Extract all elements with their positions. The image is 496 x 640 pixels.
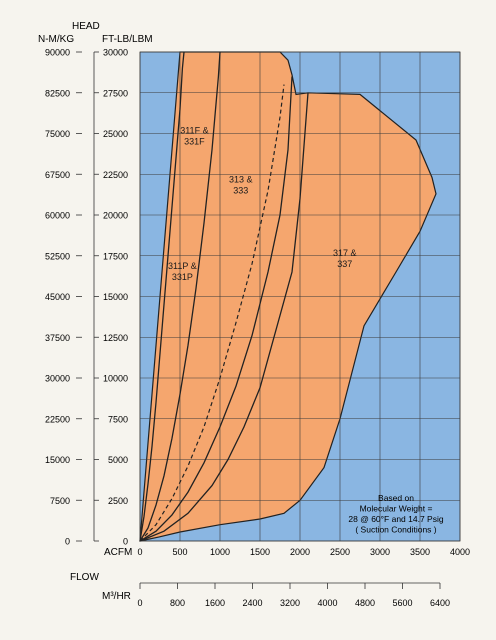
left-tick-label: 30000 [45,374,70,384]
right-tick-label: 5000 [108,455,128,465]
left-axis-unit: N-M/KG [38,34,74,45]
left-tick-label: 52500 [45,251,70,261]
region-labels: 311F & 331F 313 & 333 311P & 331P 317 & 337 [168,126,357,282]
secondary-tick-label: 3200 [280,598,300,608]
head-label: HEAD [72,21,100,32]
x-tick-label: 2000 [290,547,310,557]
left-axis: 0 7500 15000 22500 30000 37500 45000 52500 60000… [45,48,82,547]
flow-label: FLOW [70,572,99,583]
series-line-1 [139,51,221,542]
region-label-line: 333 [233,185,248,195]
secondary-x-axis: 0 800 1600 2400 3200 4000 4800 5600 6400 [137,582,450,608]
left-tick-label: 0 [65,537,70,547]
secondary-tick-label: 0 [137,598,142,608]
x-axis-unit: ACFM [104,547,132,558]
right-axis-unit: FT-LB/LBM [102,34,153,45]
right-tick-label: 10000 [103,374,128,384]
region-label-line: 331F [184,137,205,147]
left-tick-label: 82500 [45,88,70,98]
right-tick-label: 30000 [103,48,128,58]
right-axis: 0 2500 5000 7500 10000 12500 15000 17500 20000 22… [93,48,128,547]
left-tick-label: 22500 [45,414,70,424]
right-tick-label: 25000 [103,129,128,139]
region-label-line: 317 & [333,248,357,258]
series-line-2 [139,76,293,542]
left-tick-label: 75000 [45,129,70,139]
right-tick-label: 7500 [108,414,128,424]
secondary-tick-label: 5600 [392,598,412,608]
secondary-tick-label: 800 [170,598,185,608]
region-label-2: 311P & 331P [168,261,197,282]
secondary-tick-label: 4800 [355,598,375,608]
x-tick-label: 4000 [450,547,470,557]
x-tick-label: 0 [137,547,142,557]
dashed-series-line [139,84,285,542]
region-label-line: 337 [337,259,352,269]
plot-frame [139,51,461,542]
right-tick-label: 2500 [108,496,128,506]
right-tick-label: 0 [123,537,128,547]
region-label-3: 317 & 337 [333,248,357,269]
plot-area: 311F & 331F 313 & 333 311P & 331P 317 & 337 [139,51,461,542]
right-tick-label: 27500 [103,88,128,98]
x-tick-label: 2500 [330,547,350,557]
left-tick-label: 45000 [45,292,70,302]
region-label-line: 331P [172,272,193,282]
series-line-0 [139,51,185,542]
note-line-3: ( Suction Conditions ) [355,525,436,535]
left-tick-label: 67500 [45,170,70,180]
left-tick-label: 90000 [45,48,70,58]
region-label-line: 313 & [229,174,253,184]
x-tick-label: 1000 [210,547,230,557]
right-tick-label: 20000 [103,211,128,221]
secondary-tick-label: 6400 [430,598,450,608]
x-tick-label: 3000 [370,547,390,557]
right-tick-label: 22500 [103,170,128,180]
left-tick-label: 15000 [45,455,70,465]
region-label-line: 311P & [168,261,197,271]
left-tick-label: 7500 [50,496,70,506]
x-tick-label: 500 [172,547,187,557]
right-tick-label: 15000 [103,292,128,302]
left-tick-label: 37500 [45,333,70,343]
note-line-1: Molecular Weight = [360,504,433,514]
left-tick-label: 60000 [45,211,70,221]
note-line-0: Based on [378,493,414,503]
secondary-tick-label: 2400 [242,598,262,608]
secondary-tick-label: 4000 [317,598,337,608]
x-tick-label: 1500 [250,547,270,557]
region-label-line: 311F & [180,126,208,136]
series-layer [139,51,309,542]
x-tick-label: 3500 [410,547,430,557]
region-label-0: 311F & 331F [180,126,208,147]
series-line-3 [139,92,309,542]
x-axis: 0 500 1000 1500 2000 2500 3000 3500 4000 [137,547,470,557]
right-tick-label: 17500 [103,251,128,261]
right-tick-label: 12500 [103,333,128,343]
note-line-2: 28 @ 60°F and 14.7 Psig [348,514,443,524]
secondary-x-axis-unit: M³/HR [102,591,131,602]
secondary-tick-label: 1600 [205,598,225,608]
region-label-1: 313 & 333 [229,174,253,195]
gridlines [139,51,461,542]
